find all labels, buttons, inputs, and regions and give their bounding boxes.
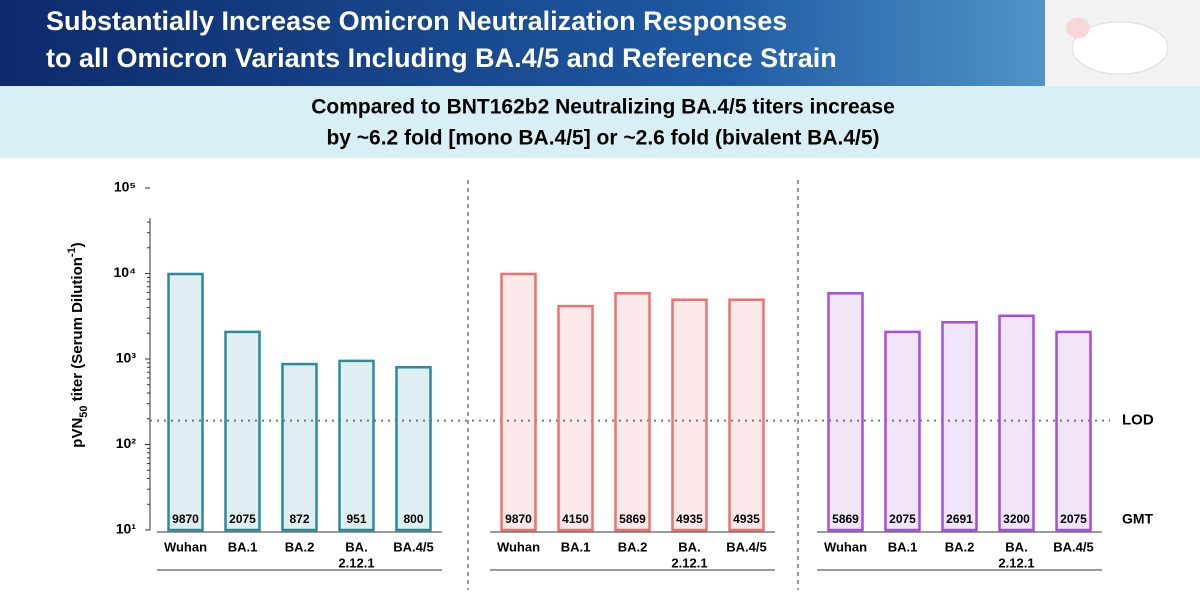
y-axis-label-part: titer (Serum Dilution — [69, 257, 86, 405]
y-axis-label: pVN50 titer (Serum Dilution-1) — [66, 242, 90, 447]
value-label: 5869 — [619, 512, 646, 526]
value-label: 800 — [403, 512, 423, 526]
bar — [224, 330, 261, 532]
value-label: 2075 — [889, 512, 916, 526]
value-label: 9870 — [505, 512, 532, 526]
value-label: 4935 — [733, 512, 760, 526]
bar — [1055, 330, 1092, 532]
bar — [728, 298, 765, 532]
value-label: 2075 — [229, 512, 256, 526]
value-label: 2075 — [1060, 512, 1087, 526]
x-tick-label: BA.2 — [945, 539, 975, 554]
bar — [395, 366, 432, 532]
gmt-label: GMT — [1122, 511, 1154, 527]
bar — [338, 359, 375, 532]
x-tick-label: BA.4/5 — [726, 539, 766, 554]
bar — [671, 298, 708, 532]
value-label: 4935 — [676, 512, 703, 526]
y-tick-label: 10² — [116, 435, 137, 451]
y-axis-label-part: ) — [69, 242, 86, 247]
bar — [614, 292, 651, 532]
x-tick-label: BA.2 — [285, 539, 315, 554]
subtitle-band — [0, 86, 1200, 158]
value-label: 951 — [346, 512, 366, 526]
value-label: 2691 — [946, 512, 973, 526]
y-axis-label-part: pVN — [69, 418, 86, 448]
value-label: 872 — [289, 512, 309, 526]
value-label: 4150 — [562, 512, 589, 526]
x-tick-label: Wuhan — [164, 539, 207, 554]
x-tick-label: BA.1 — [228, 539, 258, 554]
y-tick-label: 10⁴ — [114, 264, 137, 280]
lod-label: LOD — [1122, 412, 1154, 429]
y-tick-label: 10³ — [116, 350, 137, 366]
header-band — [0, 0, 1200, 86]
x-tick-label: BA.1 — [888, 539, 918, 554]
x-tick-label: Wuhan — [824, 539, 867, 554]
header-line: Substantially Increase Omicron Neutraliz… — [46, 6, 787, 36]
x-tick-label: 2.12.1 — [998, 555, 1034, 570]
y-tick-label: 10¹ — [116, 521, 137, 537]
x-tick-label: BA.4/5 — [393, 539, 433, 554]
x-tick-label: BA. — [678, 539, 700, 554]
bar — [500, 272, 537, 532]
x-tick-label: BA. — [1005, 539, 1027, 554]
bar — [884, 330, 921, 532]
bar — [998, 314, 1035, 532]
value-label: 5869 — [832, 512, 859, 526]
x-tick-label: BA.1 — [561, 539, 591, 554]
mouse-body — [1071, 21, 1169, 75]
y-axis-label-part: 50 — [78, 405, 90, 417]
x-tick-label: BA.2 — [618, 539, 648, 554]
x-tick-label: 2.12.1 — [338, 555, 374, 570]
x-tick-label: BA.4/5 — [1053, 539, 1093, 554]
bar — [557, 304, 594, 532]
bar — [827, 292, 864, 532]
y-tick-label: 10⁵ — [114, 179, 136, 195]
x-tick-label: BA. — [345, 539, 367, 554]
value-label: 9870 — [172, 512, 199, 526]
subtitle-line: Compared to BNT162b2 Neutralizing BA.4/5… — [311, 96, 895, 119]
value-label: 3200 — [1003, 512, 1030, 526]
y-axis-label-part: -1 — [66, 247, 78, 257]
header-line: to all Omicron Variants Including BA.4/5… — [46, 43, 837, 73]
mouse-ear — [1066, 18, 1090, 38]
bar — [941, 320, 978, 532]
bar — [281, 362, 318, 532]
bar — [167, 272, 204, 532]
x-tick-label: Wuhan — [497, 539, 540, 554]
subtitle-line: by ~6.2 fold [mono BA.4/5] or ~2.6 fold … — [326, 127, 879, 150]
x-tick-label: 2.12.1 — [671, 555, 707, 570]
